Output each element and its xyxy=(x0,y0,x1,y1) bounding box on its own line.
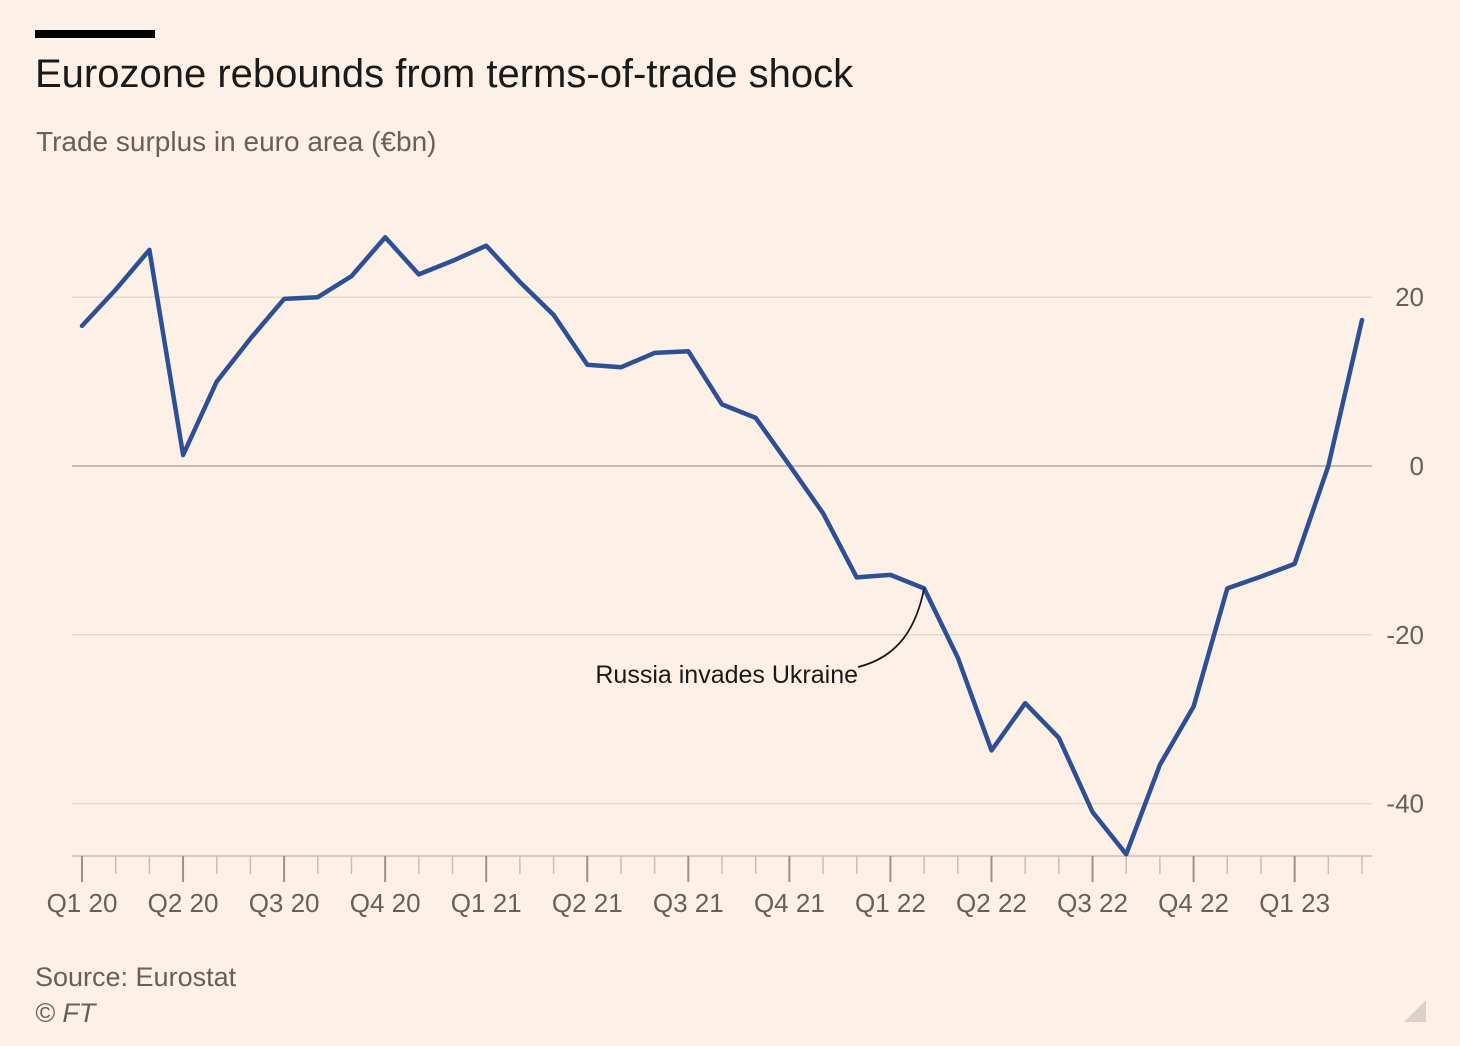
gridlines xyxy=(72,296,1372,805)
x-tick-label: Q3 21 xyxy=(653,888,724,918)
x-tick-label: Q2 22 xyxy=(956,888,1027,918)
x-tick-label: Q4 22 xyxy=(1158,888,1229,918)
x-tick-label: Q4 21 xyxy=(754,888,825,918)
x-tick-label: Q1 22 xyxy=(855,888,926,918)
x-tick-label: Q1 21 xyxy=(451,888,522,918)
title-rule xyxy=(35,30,155,38)
y-tick-label: -40 xyxy=(1386,789,1424,819)
chart-title: Eurozone rebounds from terms-of-trade sh… xyxy=(35,52,854,96)
y-axis-labels: 20 0 -20 -40 xyxy=(1386,282,1424,818)
y-tick-label: 20 xyxy=(1395,282,1424,312)
annotation-label: Russia invades Ukraine xyxy=(595,661,858,689)
annotation-leader xyxy=(857,588,925,668)
chart-subtitle: Trade surplus in euro area (€bn) xyxy=(36,126,437,157)
resize-handle-icon xyxy=(1404,1000,1426,1022)
x-tick-label: Q3 22 xyxy=(1057,888,1128,918)
x-axis-labels: Q1 20 Q2 20 Q3 20 Q4 20 Q1 21 Q2 21 Q3 21 Q4 21… xyxy=(47,888,1330,918)
x-tick-label: Q1 20 xyxy=(47,888,118,918)
copyright-note: © FT xyxy=(35,998,96,1028)
x-tick-label: Q3 20 xyxy=(249,888,320,918)
x-tick-label: Q2 21 xyxy=(552,888,623,918)
y-tick-label: -20 xyxy=(1386,620,1424,650)
y-tick-label: 0 xyxy=(1410,451,1424,481)
x-axis-ticks xyxy=(72,855,1372,882)
x-tick-label: Q1 23 xyxy=(1259,888,1330,918)
x-tick-label: Q2 20 xyxy=(148,888,219,918)
x-tick-label: Q4 20 xyxy=(350,888,421,918)
source-note: Source: Eurostat xyxy=(35,962,237,992)
series-line xyxy=(79,235,1365,857)
series-layer xyxy=(79,235,1365,857)
annotation-layer: Russia invades Ukraine xyxy=(595,588,925,689)
